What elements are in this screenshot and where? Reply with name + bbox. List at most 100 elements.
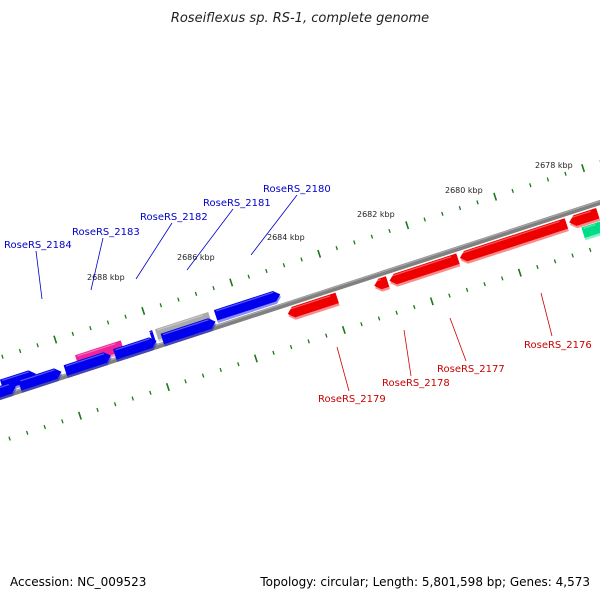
gene-label-RoseRS_2184[interactable]: RoseRS_2184 <box>4 240 72 251</box>
outer-tick <box>441 211 444 216</box>
gene-forward-e-body <box>0 383 16 404</box>
inner-tick <box>395 310 398 315</box>
outer-tick <box>282 263 286 268</box>
leader-RoseRS_2177 <box>449 317 467 362</box>
inner-tick <box>77 411 82 420</box>
inner-tick <box>43 424 47 430</box>
inner-tick <box>413 304 416 310</box>
gene-forward-c[interactable] <box>63 350 114 379</box>
inner-tick <box>536 264 539 270</box>
inner-tick <box>8 436 11 441</box>
inner-tick <box>448 293 451 298</box>
inner-tick <box>96 407 99 413</box>
gene-reverse-edge-body <box>569 208 600 226</box>
outer-tick <box>405 221 410 230</box>
inner-tick <box>289 344 293 350</box>
leader-RoseRS_2183 <box>90 237 104 291</box>
outer-tick <box>476 200 479 205</box>
inner-tick <box>465 287 469 292</box>
gene-RoseRS_2176[interactable] <box>458 218 569 265</box>
inner-tick <box>429 297 434 306</box>
scale-label-2678: 2678 kbp <box>535 161 573 170</box>
gene-RoseRS_2177-highlight <box>389 256 452 278</box>
inner-tick <box>61 419 64 424</box>
gene-other-edge[interactable] <box>581 221 600 241</box>
outer-tick <box>71 331 75 336</box>
outer-tick <box>317 249 322 258</box>
accession-text: Accession: NC_009523 <box>10 575 146 589</box>
gene-RoseRS_2180[interactable] <box>213 289 283 323</box>
gene-forward-a[interactable] <box>160 316 218 347</box>
outer-tick <box>265 268 268 274</box>
scale-label-2684: 2684 kbp <box>267 233 305 242</box>
genome-summary-text: Topology: circular; Length: 5,801,598 bp… <box>259 575 590 589</box>
inner-tick <box>165 383 170 392</box>
scale-label-2682: 2682 kbp <box>357 210 395 219</box>
gene-RoseRS_2178-highlight <box>374 279 381 283</box>
inner-tick <box>325 333 328 338</box>
gene-label-RoseRS_2181[interactable]: RoseRS_2181 <box>203 198 271 209</box>
gene-label-RoseRS_2183[interactable]: RoseRS_2183 <box>72 227 140 238</box>
inner-tick <box>483 282 486 287</box>
scale-label-2688: 2688 kbp <box>87 273 125 282</box>
inner-tick <box>553 259 557 264</box>
outer-tick <box>124 314 127 319</box>
gene-forward-a-body <box>160 318 216 345</box>
gene-RoseRS_2176-highlight <box>460 220 560 255</box>
inner-tick <box>184 379 187 384</box>
gene-forward-b-body <box>113 337 157 360</box>
gene-forward-c-body <box>63 352 111 376</box>
tick-marks-inner <box>8 247 592 441</box>
inner-tick <box>219 367 222 373</box>
inner-tick <box>149 390 152 395</box>
gene-label-RoseRS_2182[interactable]: RoseRS_2182 <box>140 212 208 223</box>
gene-RoseRS_2182-body <box>149 330 156 342</box>
gene-forward-b[interactable] <box>113 336 159 363</box>
gene-RoseRS_2180-highlight <box>216 291 274 312</box>
outer-tick <box>370 234 374 239</box>
gene-RoseRS_2183-highlight <box>77 343 116 357</box>
inner-tick <box>25 430 29 435</box>
gene-label-RoseRS_2178[interactable]: RoseRS_2178 <box>382 378 450 389</box>
outer-tick <box>388 228 391 234</box>
gene-RoseRS_2182-highlight <box>146 331 152 335</box>
inner-tick <box>131 396 134 401</box>
gene-forward-e[interactable] <box>0 381 18 406</box>
gene-RoseRS_2178-body <box>374 276 390 290</box>
leader-RoseRS_2179 <box>336 346 350 392</box>
inner-tick <box>253 354 258 363</box>
outer-tick <box>511 188 514 194</box>
inner-tick <box>237 362 240 367</box>
leader-RoseRS_2176 <box>540 292 553 337</box>
outer-tick <box>194 291 198 296</box>
genes-layer <box>0 208 600 406</box>
outer-tick <box>229 278 234 287</box>
outer-tick <box>53 335 58 344</box>
outer-tick <box>335 245 338 251</box>
inner-tick <box>377 316 381 321</box>
outer-tick <box>493 192 498 201</box>
outer-tick <box>106 320 110 325</box>
gene-RoseRS_2179[interactable] <box>286 292 340 322</box>
leader-RoseRS_2182 <box>135 222 173 280</box>
gene-reverse-edge[interactable] <box>568 208 600 230</box>
outer-tick <box>353 240 356 245</box>
outer-tick <box>177 297 180 302</box>
genome-track[interactable] <box>0 106 600 486</box>
outer-tick <box>212 286 215 291</box>
outer-tick <box>1 354 4 359</box>
gene-forward-d[interactable] <box>17 366 64 393</box>
gene-other-edge-highlight <box>583 224 596 229</box>
gene-RoseRS_2178[interactable] <box>373 276 391 293</box>
gene-label-RoseRS_2177[interactable]: RoseRS_2177 <box>437 364 505 375</box>
gene-RoseRS_2177-body <box>389 253 460 285</box>
tick-marks-outer <box>1 160 600 359</box>
inner-tick <box>113 402 117 407</box>
leader-RoseRS_2178 <box>403 329 412 377</box>
gene-RoseRS_2177[interactable] <box>388 253 461 288</box>
outer-tick <box>581 164 586 173</box>
gene-label-RoseRS_2176[interactable]: RoseRS_2176 <box>524 340 592 351</box>
gene-label-RoseRS_2179[interactable]: RoseRS_2179 <box>318 394 386 405</box>
gene-label-RoseRS_2180[interactable]: RoseRS_2180 <box>263 184 331 195</box>
